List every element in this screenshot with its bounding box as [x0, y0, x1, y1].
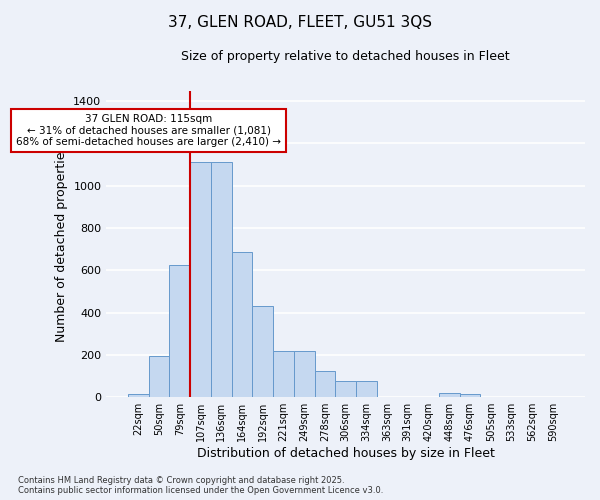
- Y-axis label: Number of detached properties: Number of detached properties: [55, 146, 68, 342]
- Text: 37, GLEN ROAD, FLEET, GU51 3QS: 37, GLEN ROAD, FLEET, GU51 3QS: [168, 15, 432, 30]
- Text: 37 GLEN ROAD: 115sqm
← 31% of detached houses are smaller (1,081)
68% of semi-de: 37 GLEN ROAD: 115sqm ← 31% of detached h…: [16, 114, 281, 147]
- Title: Size of property relative to detached houses in Fleet: Size of property relative to detached ho…: [181, 50, 510, 63]
- Bar: [190, 162, 211, 397]
- Bar: [356, 382, 377, 397]
- Bar: [314, 371, 335, 397]
- Bar: [128, 394, 149, 397]
- Bar: [149, 356, 169, 397]
- Bar: [460, 394, 481, 397]
- Bar: [169, 265, 190, 397]
- Bar: [232, 252, 253, 397]
- X-axis label: Distribution of detached houses by size in Fleet: Distribution of detached houses by size …: [197, 447, 494, 460]
- Bar: [335, 382, 356, 397]
- Bar: [439, 393, 460, 397]
- Bar: [294, 350, 314, 397]
- Bar: [273, 350, 294, 397]
- Bar: [211, 162, 232, 397]
- Text: Contains HM Land Registry data © Crown copyright and database right 2025.
Contai: Contains HM Land Registry data © Crown c…: [18, 476, 383, 495]
- Bar: [253, 306, 273, 397]
